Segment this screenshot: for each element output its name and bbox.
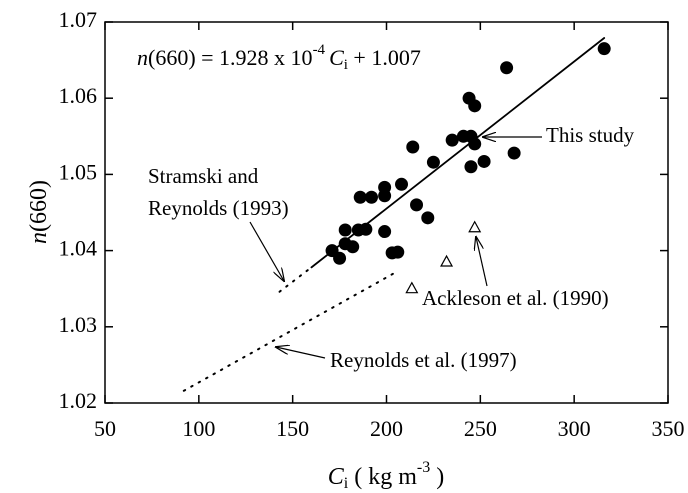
x-tick-label: 300: [558, 416, 591, 441]
arrow: [276, 347, 326, 359]
data-point: [364, 190, 378, 204]
arrows: [249, 137, 542, 359]
x-tick-label: 250: [464, 416, 497, 441]
x-axis-label: Ci ( kg m-3 ): [328, 459, 444, 492]
equation: n(660) = 1.928 x 10-4 Ci + 1.007: [137, 42, 421, 73]
data-point: [597, 42, 611, 56]
data-point: [353, 190, 367, 204]
y-tick-label: 1.05: [59, 159, 98, 184]
data-point: [464, 160, 478, 174]
data-point: [468, 99, 482, 113]
data-point: [406, 140, 420, 154]
x-tick-label: 200: [370, 416, 403, 441]
data-point: [426, 155, 440, 169]
annotation: Ackleson et al. (1990): [422, 286, 609, 310]
x-tick-label: 150: [276, 416, 309, 441]
arrow: [476, 237, 488, 287]
data-point: [477, 154, 491, 168]
data-point: [338, 223, 352, 237]
x-tick-label: 350: [652, 416, 685, 441]
y-axis-label: n(660): [26, 180, 52, 244]
data-point: [333, 251, 347, 265]
x-tick-label: 50: [94, 416, 116, 441]
data-point: [500, 61, 514, 75]
line: [310, 37, 606, 269]
data-point: [507, 146, 521, 160]
data-point: [391, 245, 405, 259]
y-tick-label: 1.03: [59, 312, 98, 337]
data-point: [410, 198, 424, 212]
annotation: Reynolds (1993): [148, 196, 289, 220]
data-point: [468, 137, 482, 151]
line: [278, 266, 313, 293]
data-point: [395, 177, 409, 191]
data-point: [421, 211, 435, 225]
data-point: [378, 225, 392, 239]
arrow: [249, 221, 284, 281]
y-tick-label: 1.04: [59, 236, 98, 261]
y-tick-label: 1.07: [59, 7, 98, 32]
data-point: [445, 133, 459, 147]
data-point: [440, 254, 454, 267]
data-point: [378, 189, 392, 203]
y-tick-label: 1.06: [59, 83, 98, 108]
x-tick-label: 100: [182, 416, 215, 441]
annotation: This study: [546, 123, 635, 147]
data-point: [405, 281, 419, 294]
annotation: Stramski and: [148, 164, 259, 188]
annotation: Reynolds et al. (1997): [330, 348, 517, 372]
y-tick-label: 1.02: [59, 388, 98, 413]
data-point: [338, 237, 352, 251]
data-point: [468, 220, 482, 233]
line: [182, 270, 399, 392]
